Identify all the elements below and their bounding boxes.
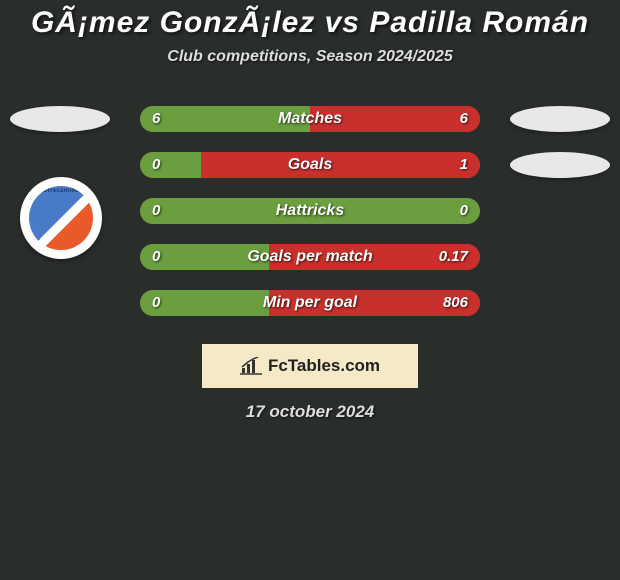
stat-bar: 00Hattricks	[140, 198, 480, 224]
stat-label: Hattricks	[140, 198, 480, 224]
stat-bar: 66Matches	[140, 106, 480, 132]
stat-rows: 66Matches 01Goals 00Hattricks 00.17Goals pe…	[0, 96, 620, 326]
team-badge-right	[510, 152, 610, 178]
stat-label: Matches	[140, 106, 480, 132]
stat-label: Min per goal	[140, 290, 480, 316]
chart-icon	[240, 357, 262, 375]
stat-label: Goals per match	[140, 244, 480, 270]
stat-row: 00.17Goals per match	[0, 234, 620, 280]
date-text: 17 october 2024	[0, 402, 620, 422]
subtitle: Club competitions, Season 2024/2025	[0, 48, 620, 66]
stat-bar: 0806Min per goal	[140, 290, 480, 316]
stat-row: 00Hattricks	[0, 188, 620, 234]
logo-box: FcTables.com	[202, 344, 418, 388]
team-badge-right	[510, 106, 610, 132]
stat-label: Goals	[140, 152, 480, 178]
stat-bar: 01Goals	[140, 152, 480, 178]
logo-text: FcTables.com	[268, 356, 380, 376]
team-badge-left	[10, 106, 110, 132]
page-title: GÃ¡mez GonzÃ¡lez vs Padilla Román	[0, 0, 620, 40]
stat-row: 0806Min per goal	[0, 280, 620, 326]
stat-row: 01Goals	[0, 142, 620, 188]
stat-row: 66Matches	[0, 96, 620, 142]
stat-bar: 00.17Goals per match	[140, 244, 480, 270]
